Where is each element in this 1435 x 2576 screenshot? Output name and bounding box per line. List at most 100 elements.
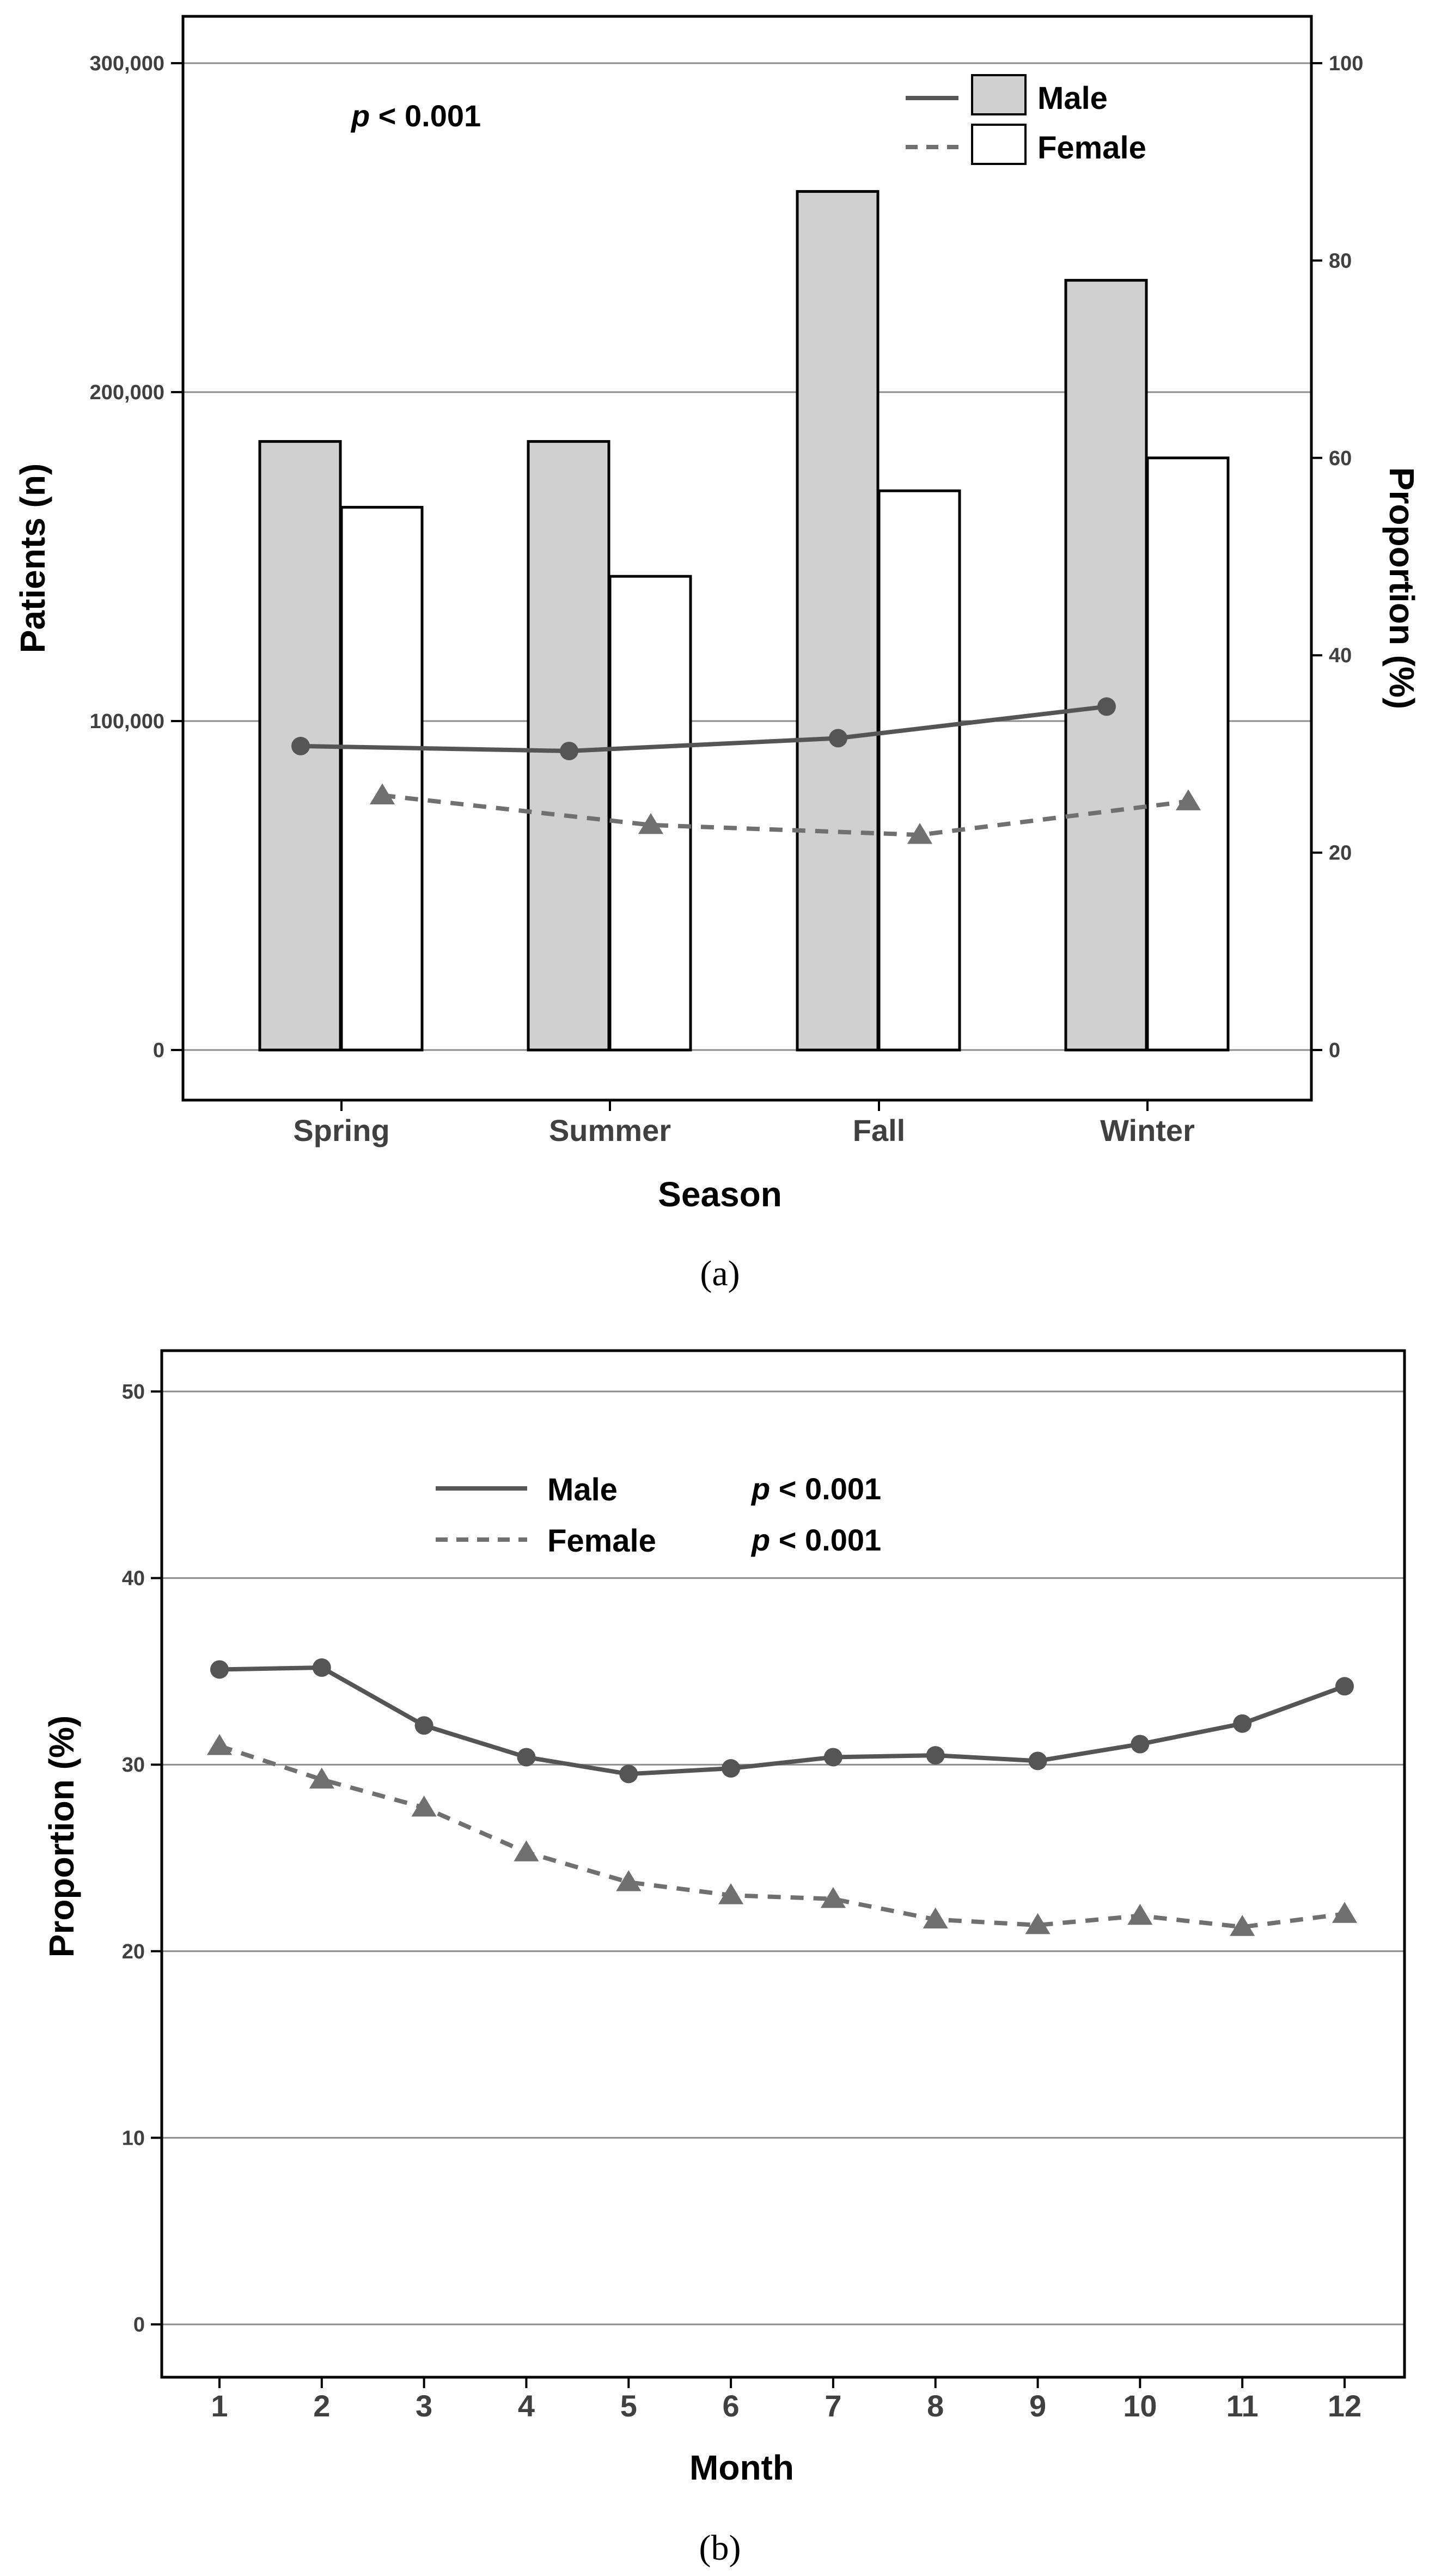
panel-a-bar-male-winter: [1064, 279, 1148, 1052]
panel-a-x-tick-label: Spring: [293, 1113, 389, 1147]
panel-b-gridlines: [162, 1390, 1405, 2325]
panel-b-x-tick-label: 10: [1123, 2389, 1157, 2423]
panel-b-x-tick-label: 3: [416, 2389, 432, 2423]
panel-b-y-axis-ticks: 0 10 20 30 40 50: [122, 1381, 162, 2336]
panel-b-point-male: [414, 1716, 433, 1735]
panel-b-point-male: [517, 1748, 536, 1767]
legend-female-label: Female: [1037, 130, 1146, 166]
panel-a-x-tick-label: Winter: [1100, 1113, 1195, 1147]
panel-b-x-tick-label: 2: [313, 2389, 330, 2423]
panel-a-bar-female-summer: [608, 575, 692, 1052]
panel-a-x-axis-title: Season: [658, 1175, 782, 1214]
panel-a-y-tick-label: 0: [153, 1039, 164, 1062]
panel-b-point-female: [616, 1870, 642, 1891]
panel-b-legend: Male p < 0.001 Female p < 0.001: [436, 1472, 881, 1559]
panel-b-point-male: [210, 1660, 229, 1679]
panel-b-x-tick-label: 12: [1328, 2389, 1361, 2423]
legend-b-female-pvalue: p < 0.001: [750, 1523, 881, 1557]
panel-b-x-tick-label: 4: [518, 2389, 535, 2423]
panel-b-point-male: [1233, 1714, 1252, 1733]
panel-b-y-tick-label: 30: [122, 1754, 145, 1777]
panel-a-point-female: [638, 813, 664, 834]
panel-b-point-female: [820, 1887, 846, 1908]
panel-a-line-male: [300, 704, 1107, 753]
panel-a-plot-frame: [181, 15, 1313, 1102]
panel-a-y-tick-label: 200,000: [90, 381, 164, 404]
panel-a-x-axis-ticks: Spring Summer Fall Winter: [293, 1100, 1195, 1147]
legend-b-female-pvalue-p: p: [750, 1523, 770, 1557]
panel-b-point-female: [923, 1907, 948, 1929]
panel-a-y2-axis-title: Proportion (%): [1382, 467, 1421, 709]
panel-b-x-axis-ticks: 1 2 3 4 5 6 7 8 9 10 11 12: [211, 2377, 1361, 2423]
panel-a-y2-tick-label: 100: [1329, 52, 1363, 75]
panel-b-x-tick-label: 1: [211, 2389, 228, 2423]
panel-a-y-axis-ticks: 0 100,000 200,000 300,000: [90, 52, 183, 1062]
legend-male-bar-swatch: [971, 74, 1027, 115]
legend-b-female-label: Female: [547, 1523, 656, 1559]
panel-b-y-tick-label: 0: [133, 2313, 145, 2336]
panel-b-label: (b): [699, 2528, 741, 2568]
panel-b-y-tick-label: 40: [122, 1567, 145, 1590]
panel-b-lines: [206, 1658, 1358, 1936]
legend-b-male-label: Male: [547, 1472, 618, 1507]
panel-b-point-male: [823, 1748, 842, 1767]
panel-b-line-female: [218, 1744, 1345, 1930]
panel-b-point-female: [514, 1840, 539, 1861]
panel-b-point-male: [312, 1658, 331, 1677]
panel-a-y-tick-label: 100,000: [90, 710, 164, 733]
panel-a-legend: Male Female: [906, 74, 1146, 166]
panel-a-bars: [258, 190, 1230, 1052]
panel-a-bar-female-fall: [877, 489, 961, 1052]
panel-a-y2-tick-label: 40: [1329, 644, 1352, 667]
panel-b-x-tick-label: 7: [825, 2389, 841, 2423]
legend-female-bar-swatch: [971, 124, 1027, 165]
panel-a-bar-female-winter: [1146, 456, 1230, 1052]
panel-b-line-male: [219, 1665, 1346, 1777]
panel-a-point-male: [291, 736, 310, 755]
panel-a-y-axis-title: Patients (n): [13, 463, 52, 653]
panel-b-point-female: [309, 1767, 334, 1789]
panel-b-point-female: [206, 1733, 233, 1755]
panel-a-point-male: [560, 741, 578, 760]
legend-b-male-pvalue: p < 0.001: [750, 1472, 881, 1506]
panel-b-x-tick-label: 8: [927, 2389, 944, 2423]
panel-a-y2-tick-label: 0: [1329, 1039, 1340, 1062]
panel-b-point-male: [722, 1759, 741, 1778]
panel-a-point-male: [1097, 697, 1116, 716]
panel-b-x-tick-label: 9: [1029, 2389, 1046, 2423]
panel-b-x-axis-title: Month: [689, 2448, 794, 2487]
panel-b-point-female: [718, 1883, 744, 1904]
panel-a-bar-male-fall: [796, 190, 880, 1052]
legend-male-label: Male: [1037, 81, 1108, 116]
legend-b-male-pvalue-rest: < 0.001: [770, 1472, 881, 1506]
panel-a-lines: [291, 697, 1201, 844]
panel-b-plot-frame: [160, 1349, 1406, 2379]
panel-a-point-female: [907, 822, 933, 844]
panel-b-point-female: [1230, 1915, 1255, 1936]
panel-a-y2-axis-ticks: 0 20 40 60 80 100: [1311, 52, 1363, 1062]
panel-b-x-tick-label: 11: [1226, 2389, 1259, 2423]
panel-b-point-female: [1025, 1913, 1051, 1934]
panel-b-point-male: [619, 1765, 638, 1784]
panel-a-y2-tick-label: 60: [1329, 447, 1352, 470]
panel-a-x-tick-label: Summer: [549, 1113, 671, 1147]
panel-b-point-male: [926, 1746, 945, 1765]
legend-b-female-pvalue-rest: < 0.001: [770, 1523, 881, 1557]
panel-b-point-female: [411, 1795, 437, 1817]
panel-a-pvalue: p < 0.001: [350, 99, 481, 133]
panel-a-y2-tick-label: 20: [1329, 842, 1352, 865]
panel-a-bar-female-spring: [340, 505, 424, 1052]
panel-b-point-male: [1028, 1751, 1047, 1771]
panel-a-pvalue-rest: < 0.001: [370, 99, 481, 133]
panel-a-point-male: [829, 729, 847, 748]
panel-b-y-axis-title: Proportion (%): [42, 1716, 81, 1957]
panel-b-point-male: [1335, 1677, 1354, 1696]
panel-a-point-female: [369, 783, 395, 805]
panel-b-point-female: [1332, 1902, 1358, 1923]
panel-b-x-tick-label: 6: [723, 2389, 740, 2423]
panel-b-y-tick-label: 50: [122, 1381, 145, 1403]
panel-b-point-female: [1127, 1903, 1153, 1925]
panel-b-y-tick-label: 20: [122, 1940, 145, 1963]
